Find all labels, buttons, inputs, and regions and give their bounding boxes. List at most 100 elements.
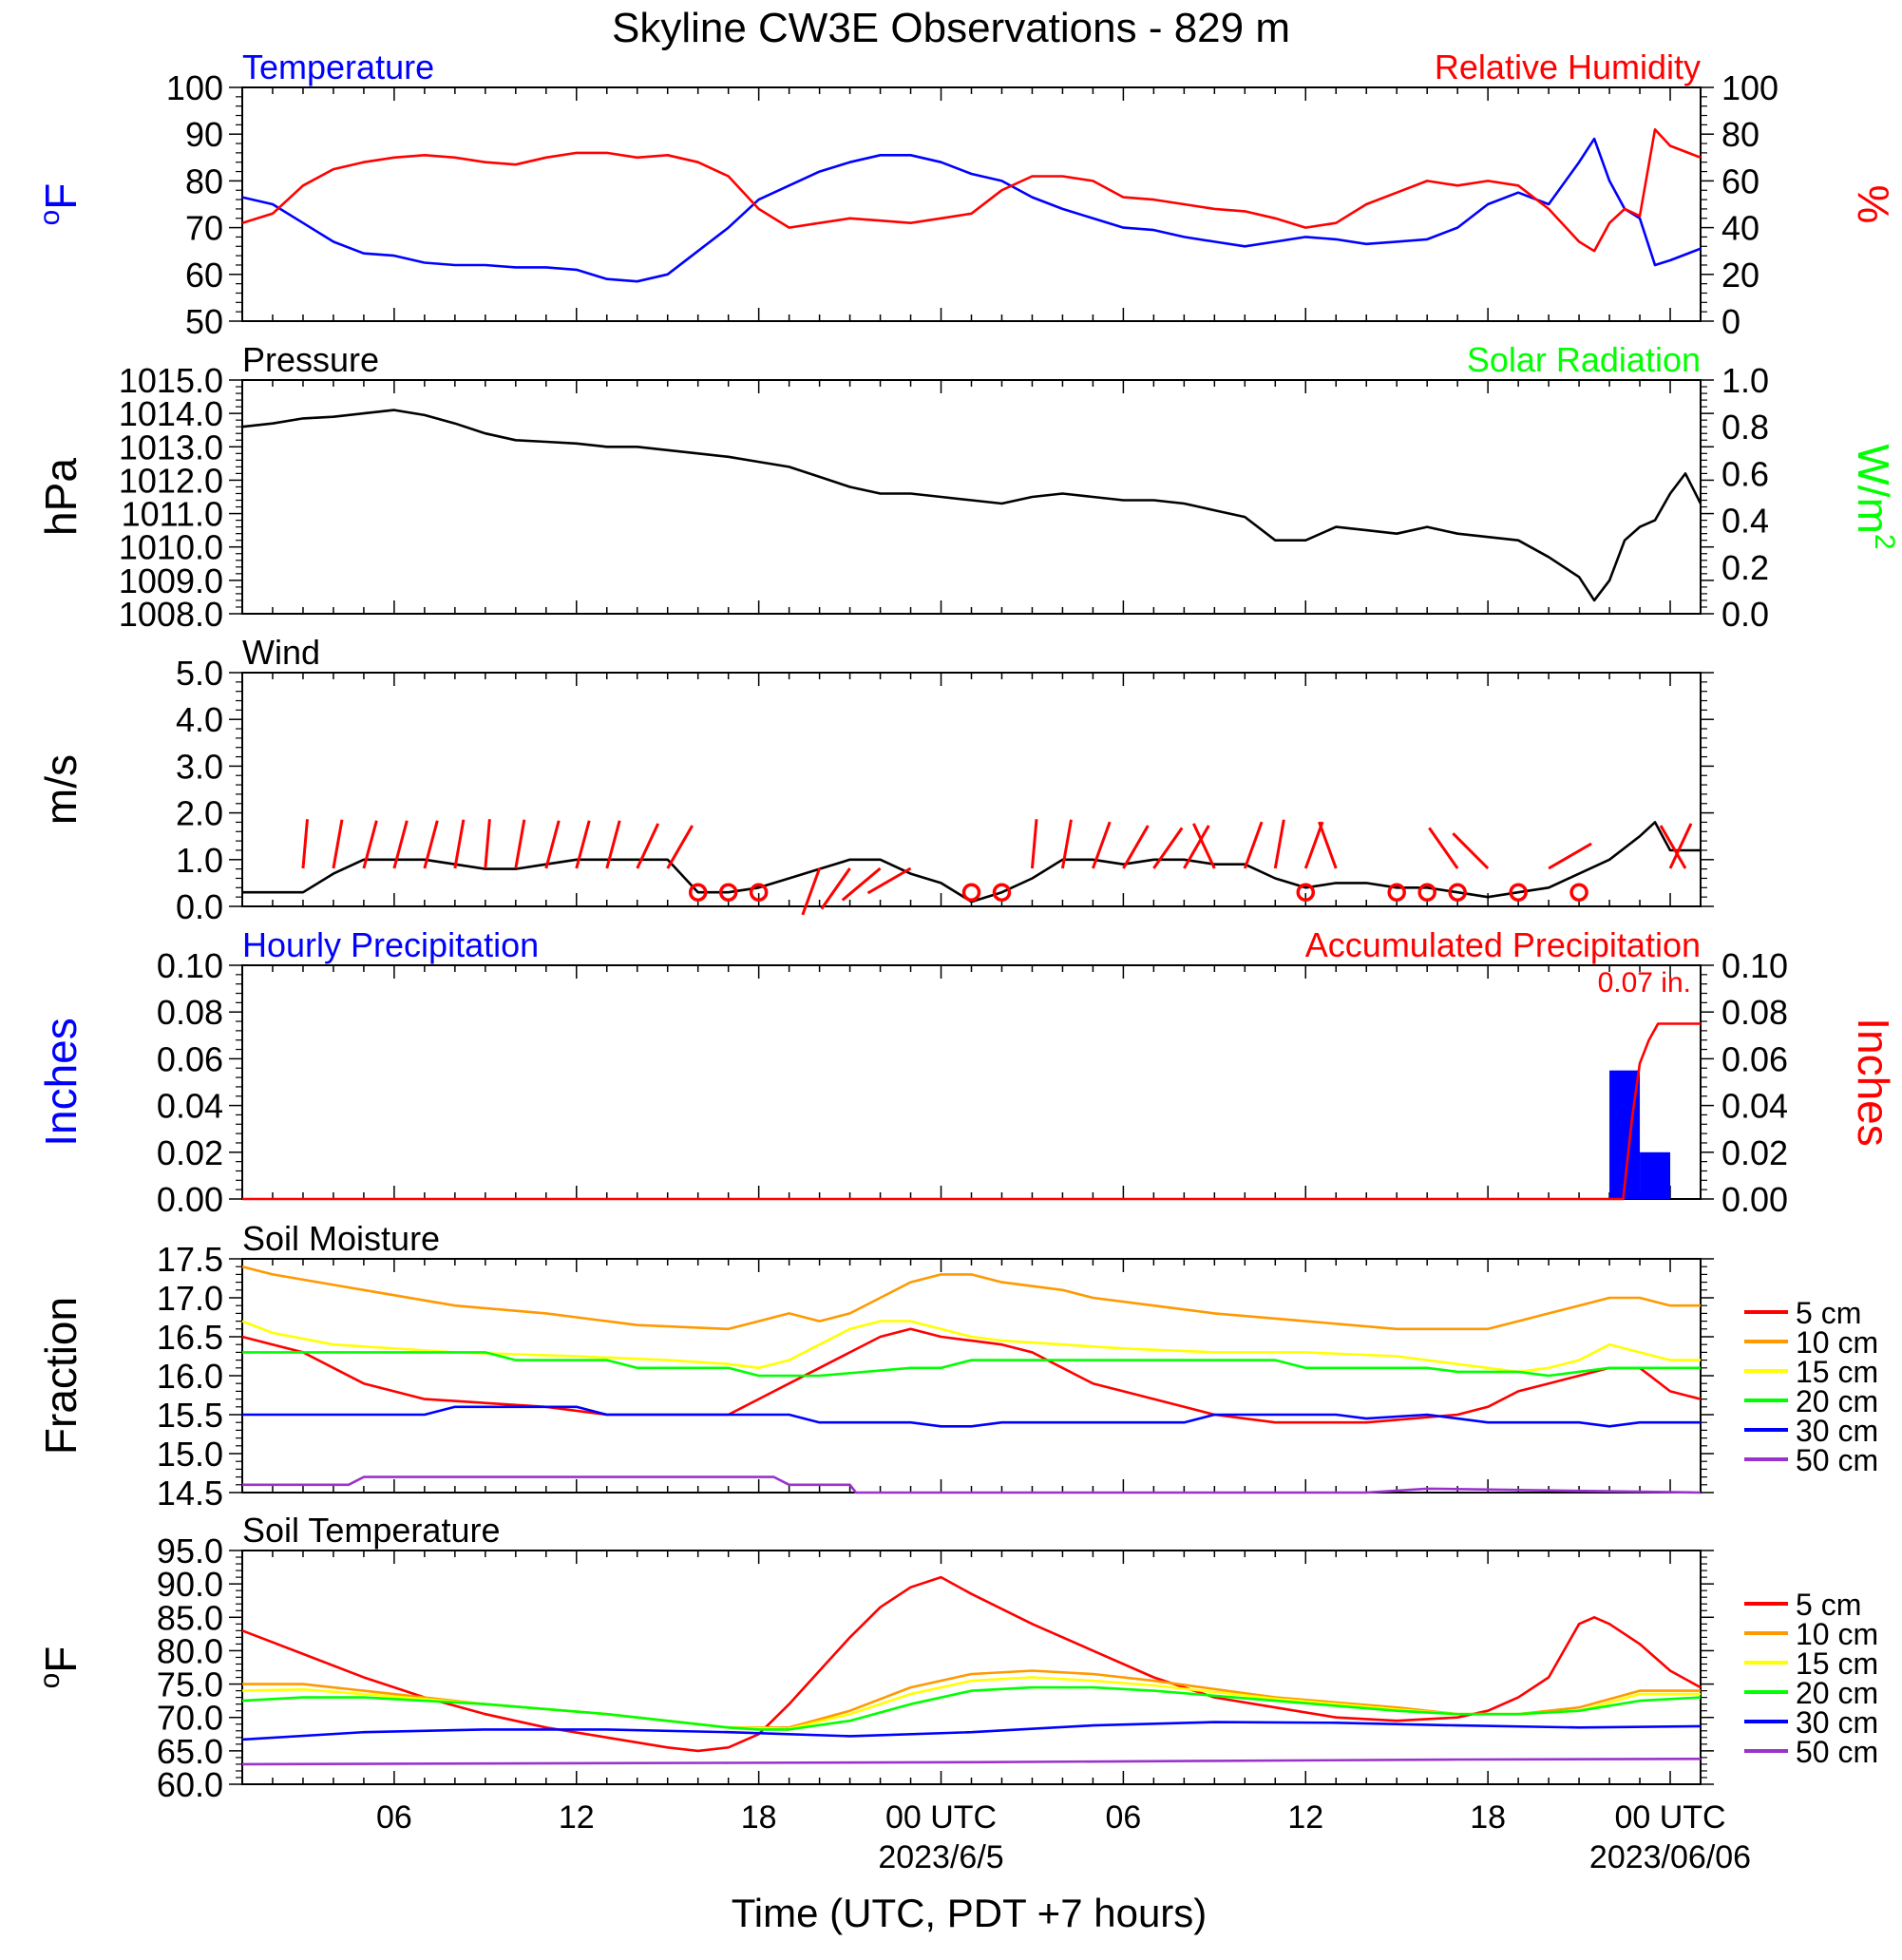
wind-calm-marker	[992, 883, 1012, 902]
y-tick-label: 15.5	[157, 1396, 223, 1435]
y-tick-label: 80	[185, 162, 223, 200]
y-tick-label: 0.0	[176, 887, 223, 926]
wind-barb	[1548, 842, 1592, 870]
legend-label: 20 cm	[1796, 1384, 1878, 1418]
panel-frame	[241, 86, 1702, 322]
wind-barb	[1452, 832, 1490, 870]
series-line	[241, 128, 1702, 253]
y-tick-label: 80.0	[157, 1631, 223, 1670]
panel-title-right: Relative Humidity	[1435, 48, 1701, 86]
precip-bar	[1640, 1151, 1671, 1199]
y-tick-label: 70	[185, 209, 223, 248]
panel-title-left: Wind	[242, 633, 320, 672]
panel-title-right: Accumulated Precipitation	[1305, 925, 1701, 964]
legend-label: 5 cm	[1796, 1588, 1861, 1622]
panel-5: 14.515.015.516.016.517.017.5 Soil Moistur…	[36, 1219, 1878, 1513]
y-tick-label: 1012.0	[119, 461, 223, 500]
legend-label: 20 cm	[1796, 1676, 1878, 1710]
series-line	[241, 1758, 1702, 1766]
wind-barb	[666, 825, 694, 869]
panel-3: 0.0 1.0 2.0 3.0 4.0 5.0 Wind m/s	[36, 633, 1714, 926]
y-tick-label: 65.0	[157, 1732, 223, 1771]
wind-barb	[301, 819, 309, 869]
y-right-tick-label: 100	[1721, 68, 1778, 107]
wind-calm-marker	[961, 883, 981, 902]
series-line	[241, 1685, 1702, 1731]
series-line	[241, 1320, 1701, 1374]
wind-barb	[1030, 819, 1038, 869]
wind-barb	[423, 820, 439, 869]
wind-barb	[544, 820, 561, 869]
wind-calm-marker	[718, 883, 738, 902]
wind-barb	[1428, 827, 1459, 869]
wind-barb	[1303, 821, 1324, 869]
y-tick-label: 1014.0	[119, 394, 223, 433]
legend-label: 10 cm	[1796, 1325, 1878, 1360]
y-tick-label: 2.0	[176, 794, 223, 833]
legend-label: 10 cm	[1796, 1617, 1878, 1651]
x-date-label: 2023/6/5	[878, 1839, 1003, 1875]
y-tick-label: 1.0	[176, 841, 223, 880]
y-tick-label: 60	[185, 256, 223, 295]
y-tick-label: 4.0	[176, 700, 223, 739]
y-right-tick-label: 0.4	[1721, 502, 1769, 541]
y-right-tick-label: 0.0	[1721, 595, 1769, 634]
panel-title-left: Pressure	[242, 340, 379, 379]
x-axis-label: Time (UTC, PDT +7 hours)	[732, 1891, 1208, 1935]
y-right-tick-label: 0.02	[1721, 1133, 1788, 1172]
figure-title: Skyline CW3E Observations - 829 m	[612, 5, 1290, 51]
x-tick-label: 06	[376, 1799, 412, 1836]
wind-barb	[636, 823, 660, 869]
x-tick-label: 12	[1287, 1799, 1323, 1836]
x-date-label: 2023/06/06	[1589, 1839, 1751, 1875]
y-right-tick-label: 0.2	[1721, 548, 1769, 587]
y-axis-label-left: oF	[34, 1646, 86, 1689]
y-tick-label: 1013.0	[119, 428, 223, 466]
precip-total-annotation: 0.07 in.	[1598, 967, 1691, 999]
panel-frame	[241, 964, 1702, 1200]
panel-title-left: Soil Moisture	[242, 1219, 440, 1258]
legend-label: 15 cm	[1796, 1646, 1878, 1681]
series-line	[241, 1265, 1701, 1331]
wind-barb	[484, 819, 491, 869]
wind-barb	[605, 820, 621, 869]
wind-barb	[392, 820, 409, 869]
y-tick-label: 95.0	[157, 1532, 223, 1570]
series-line	[242, 1669, 1701, 1729]
y-right-tick-label: 0.8	[1721, 408, 1769, 447]
wind-calm-marker	[688, 883, 708, 902]
wind-barb	[1092, 821, 1112, 869]
wind-calm-marker	[1296, 883, 1316, 902]
x-tick-label: 00 UTC	[1614, 1799, 1725, 1836]
panel-6: 60.065.070.075.080.085.090.095.0 Soil Tem…	[34, 1511, 1878, 1804]
panel-title-left: Temperature	[242, 48, 434, 86]
y-tick-label: 100	[166, 68, 223, 107]
y-axis-label-left: Fraction	[36, 1297, 86, 1455]
y-right-tick-label: 0.06	[1721, 1039, 1788, 1078]
wind-barb	[453, 819, 466, 869]
y-tick-label: 16.0	[157, 1357, 223, 1396]
wind-calm-marker	[749, 883, 769, 902]
y-right-tick-label: 0	[1721, 302, 1740, 341]
y-right-tick-label: 1.0	[1721, 361, 1769, 400]
wind-barb	[1122, 825, 1150, 869]
legend-label: 30 cm	[1796, 1414, 1878, 1448]
y-axis-label-left: oF	[34, 183, 86, 226]
y-tick-label: 0.10	[157, 946, 223, 985]
y-axis-label-left: Inches	[36, 1018, 86, 1147]
y-tick-label: 1008.0	[119, 595, 223, 634]
series-line	[242, 1351, 1701, 1378]
y-tick-label: 0.02	[157, 1133, 223, 1172]
legend-label: 50 cm	[1796, 1443, 1878, 1477]
y-right-tick-label: 0.00	[1721, 1180, 1788, 1219]
wind-calm-marker	[1448, 883, 1467, 902]
y-right-tick-label: 40	[1721, 209, 1759, 248]
panel-4: 0.00 0.02 0.04 0.06 0.08 0.10 0.00 0.02 0.04 0.06…	[36, 925, 1898, 1219]
series-line	[242, 1475, 1702, 1494]
wind-barb	[1318, 821, 1338, 869]
y-right-tick-label: 80	[1721, 115, 1759, 154]
y-tick-label: 1009.0	[119, 561, 223, 600]
panel-title-left: Hourly Precipitation	[242, 925, 539, 964]
series-line	[241, 137, 1702, 283]
